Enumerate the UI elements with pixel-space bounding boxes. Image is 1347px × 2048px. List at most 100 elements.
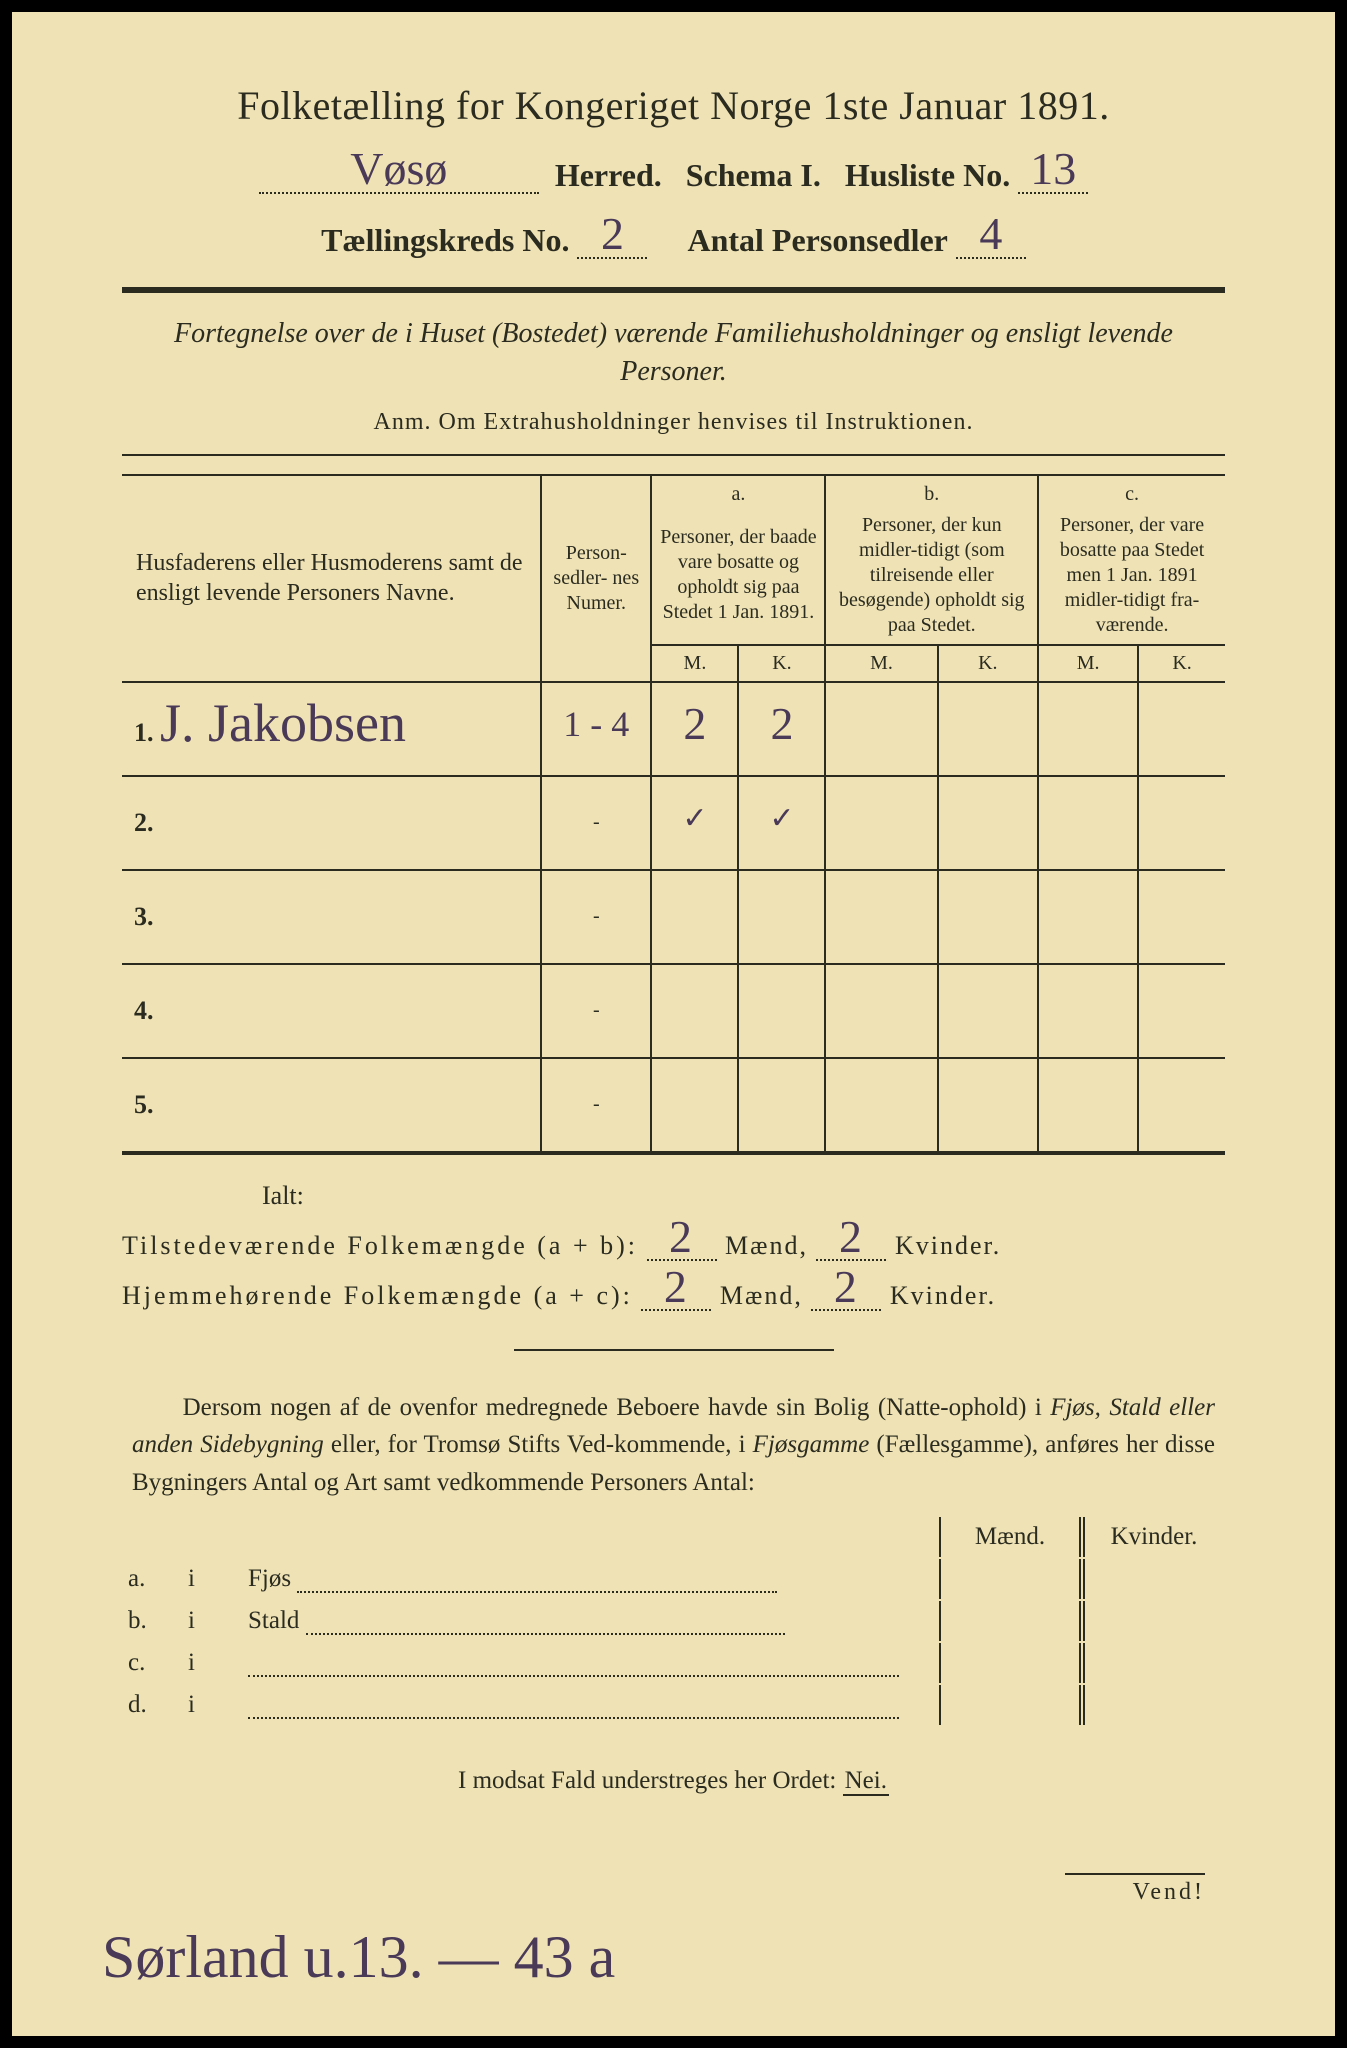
col-a-top: a. [651, 475, 825, 507]
side-key: d. [124, 1685, 182, 1725]
side-row: b. i Stald [124, 1601, 1223, 1641]
col-b-m: M. [825, 645, 937, 682]
census-page: Folketælling for Kongeriget Norge 1ste J… [0, 0, 1347, 2048]
divider-top [122, 287, 1225, 293]
col-c-m: M. [1038, 645, 1138, 682]
side-key: a. [124, 1559, 182, 1599]
herred-fillin: Vøsø [259, 155, 539, 194]
row-numer: - [541, 1058, 651, 1153]
side-label: Stald [248, 1607, 299, 1634]
husliste-label: Husliste No. [845, 157, 1010, 193]
side-i: i [184, 1601, 242, 1641]
side-row: c. i [124, 1643, 1223, 1683]
row-numer: - [541, 964, 651, 1058]
antal-no-fillin: 4 [956, 220, 1026, 259]
row-num: 2. [134, 808, 154, 837]
col-b-top: b. [825, 475, 1038, 507]
herred-handwritten: Vøsø [350, 143, 447, 194]
table-row: 3. - [122, 870, 1225, 964]
col-a-header: Personer, der baade vare bosatte og opho… [651, 507, 825, 645]
cell-bm [825, 682, 937, 776]
col-b-header: Personer, der kun midler-tidigt (som til… [825, 507, 1038, 645]
cell-ak: 2 [770, 698, 793, 749]
col-names-header: Husfaderens eller Husmoderens samt de en… [122, 475, 541, 682]
side-i: i [184, 1559, 242, 1599]
header-line-2: Vøsø Herred. Schema I. Husliste No. 13 [122, 155, 1225, 194]
side-building-table: Mænd. Kvinder. a. i Fjøs b. i Stald c. i… [122, 1515, 1225, 1727]
row-num: 3. [134, 902, 154, 931]
row-numer: - [541, 776, 651, 870]
col-numer-header: Person- sedler- nes Numer. [541, 475, 651, 682]
cell-bk [938, 776, 1039, 870]
side-label: Fjøs [248, 1565, 291, 1592]
row-name: J. Jakobsen [160, 693, 406, 753]
col-b-k: K. [938, 645, 1039, 682]
antal-no: 4 [979, 208, 1002, 259]
row-numer: - [541, 870, 651, 964]
vend-label: Vend! [1065, 1873, 1205, 1906]
table-row: 1. J. Jakobsen 1 - 4 2 2 [122, 682, 1225, 776]
ialt-r1m: 2 [669, 1211, 694, 1262]
kvinder-label: Kvinder. [895, 1231, 1001, 1260]
table-row: 2. - ✓ ✓ [122, 776, 1225, 870]
side-row: d. i [124, 1685, 1223, 1725]
side-building-paragraph: Dersom nogen af de ovenfor medregnede Be… [132, 1389, 1215, 1502]
table-row: 4. - [122, 964, 1225, 1058]
cell-ck [1138, 776, 1225, 870]
cell-am: ✓ [682, 802, 707, 835]
ialt-r2k: 2 [834, 1261, 859, 1312]
ialt-row1-label: Tilstedeværende Folkemængde (a + b): [122, 1231, 638, 1260]
kreds-no: 2 [601, 208, 624, 259]
cell-cm [1038, 776, 1138, 870]
cell-ak: ✓ [769, 802, 794, 835]
row-num: 5. [134, 1090, 154, 1119]
cell-ck [1138, 682, 1225, 776]
nei-word: Nei. [843, 1767, 889, 1796]
col-c-header: Personer, der vare bosatte paa Stedet me… [1038, 507, 1225, 645]
col-a-m: M. [651, 645, 738, 682]
table-row: 5. - [122, 1058, 1225, 1153]
ialt-row2-label: Hjemmehørende Folkemængde (a + c): [122, 1281, 633, 1310]
ialt-label: Ialt: [262, 1181, 1225, 1211]
col-a-k: K. [738, 645, 825, 682]
col-c-top: c. [1038, 475, 1225, 507]
schema-label: Schema I. [686, 157, 821, 193]
kvinder-label: Kvinder. [890, 1281, 996, 1310]
herred-label: Herred. [555, 157, 662, 193]
ialt-row-2: Hjemmehørende Folkemængde (a + c): 2 Mæn… [122, 1275, 1225, 1311]
header-line-3: Tællingskreds No. 2 Antal Personsedler 4 [122, 220, 1225, 259]
table-header-row-1: Husfaderens eller Husmoderens samt de en… [122, 475, 1225, 507]
kreds-label: Tællingskreds No. [321, 222, 569, 258]
side-header-row: Mænd. Kvinder. [124, 1517, 1223, 1557]
cell-bm [825, 776, 937, 870]
modsat-text: I modsat Fald understreges her Ordet: [458, 1767, 836, 1794]
maend-label: Mænd, [720, 1281, 803, 1310]
side-i: i [184, 1643, 242, 1683]
antal-label: Antal Personsedler [687, 222, 947, 258]
maend-label: Mænd, [725, 1231, 808, 1260]
side-key: c. [124, 1643, 182, 1683]
page-title: Folketælling for Kongeriget Norge 1ste J… [122, 82, 1225, 129]
cell-bk [938, 682, 1039, 776]
husliste-no: 13 [1030, 143, 1076, 194]
side-maend-header: Mænd. [939, 1517, 1081, 1557]
bottom-handwriting: Sørland u.13. — 43 a [102, 1923, 615, 1992]
modsat-line: I modsat Fald understreges her Ordet: Ne… [122, 1767, 1225, 1795]
divider-short [514, 1349, 834, 1351]
col-c-k: K. [1138, 645, 1225, 682]
row-numer: 1 - 4 [563, 704, 629, 744]
ialt-r1k: 2 [839, 1211, 864, 1262]
side-row: a. i Fjøs [124, 1559, 1223, 1599]
ialt-row-1: Tilstedeværende Folkemængde (a + b): 2 M… [122, 1225, 1225, 1261]
husliste-no-fillin: 13 [1018, 155, 1088, 194]
side-key: b. [124, 1601, 182, 1641]
row-num: 4. [134, 996, 154, 1025]
row-num: 1. [134, 718, 154, 747]
cell-cm [1038, 682, 1138, 776]
divider-under-anm [122, 454, 1225, 456]
subtitle: Fortegnelse over de i Huset (Bostedet) v… [152, 315, 1195, 391]
kreds-no-fillin: 2 [577, 220, 647, 259]
main-table: Husfaderens eller Husmoderens samt de en… [122, 474, 1225, 1155]
cell-am: 2 [683, 698, 706, 749]
anm-note: Anm. Om Extrahusholdninger henvises til … [122, 409, 1225, 436]
